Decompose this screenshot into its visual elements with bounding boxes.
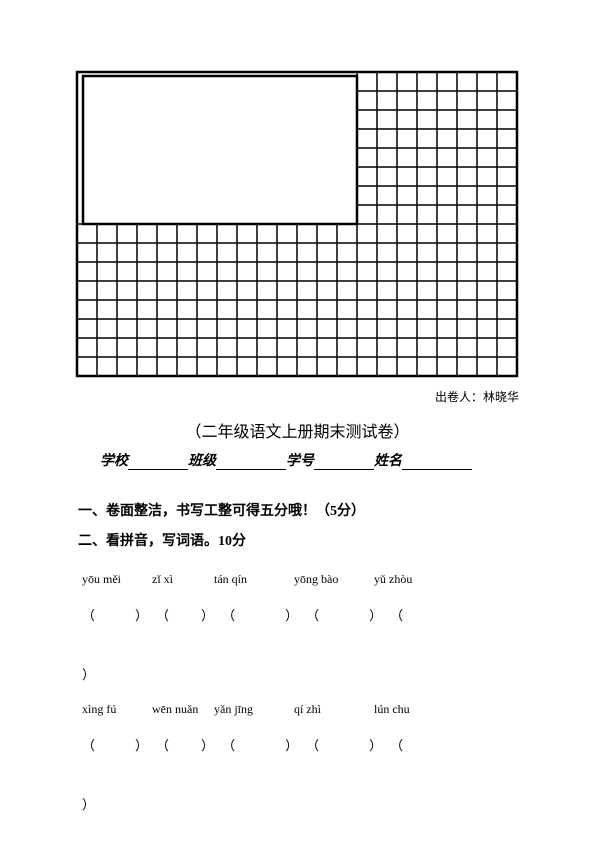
answer-blank[interactable]	[403, 735, 443, 754]
pinyin-item: zǐ xì	[152, 572, 214, 587]
paren-open: （	[222, 605, 235, 624]
pinyin-row-1: yōu měizǐ xìtán qínyōng bàoyǔ zhòu	[82, 572, 444, 587]
answer-blank[interactable]	[169, 605, 201, 624]
info-name-label: 姓名	[374, 450, 402, 470]
answer-blank[interactable]	[403, 605, 443, 624]
paren-close: ）	[369, 605, 382, 624]
paren-open: （	[306, 735, 319, 754]
underline-name[interactable]	[402, 454, 472, 470]
paren-row-2: （ ） （ ） （ ） （ ） （	[82, 735, 444, 754]
pinyin-item: wēn nuǎn	[152, 702, 214, 717]
paren-open: （	[390, 735, 403, 754]
answer-blank[interactable]	[95, 735, 135, 754]
pinyin-row-2: xìng fúwēn nuǎnyǎn jīngqí zhìlún chu	[82, 702, 444, 717]
pinyin-item: tán qín	[214, 572, 294, 587]
paren-close: ）	[135, 735, 148, 754]
info-id-label: 学号	[286, 450, 314, 470]
paren-row-1-cont: ）	[82, 664, 444, 683]
answer-grid	[75, 70, 520, 380]
answer-blank[interactable]	[235, 735, 285, 754]
pinyin-block-2: xìng fúwēn nuǎnyǎn jīngqí zhìlún chu （）（…	[82, 702, 444, 843]
paren-row-1: （ ） （ ） （ ） （ ） （	[82, 605, 444, 624]
pinyin-block-1: yōu měizǐ xìtán qínyōng bàoyǔ zhòu （）（）（…	[82, 572, 444, 713]
credit-line: 出卷人：林晓华	[435, 388, 519, 405]
info-class: 班级	[188, 450, 286, 470]
answer-blank[interactable]	[319, 605, 369, 624]
underline-class[interactable]	[216, 454, 286, 470]
page-title: （二年级语文上册期末测试卷）	[0, 418, 595, 442]
pinyin-item: qí zhì	[294, 702, 374, 717]
paren-open: （	[156, 735, 169, 754]
pinyin-item: yōu měi	[82, 572, 152, 587]
answer-blank[interactable]	[319, 735, 369, 754]
paren-close: ）	[201, 735, 214, 754]
answer-blank[interactable]	[235, 605, 285, 624]
info-class-label: 班级	[188, 450, 216, 470]
paren-row-2-cont: ）	[82, 794, 444, 813]
info-school: 学校	[100, 450, 188, 470]
pinyin-item: lún chu	[374, 702, 444, 717]
info-name: 姓名	[374, 450, 472, 470]
pinyin-item: yōng bào	[294, 572, 374, 587]
paren-close: ）	[135, 605, 148, 624]
info-id: 学号	[286, 450, 374, 470]
paren-open: （	[156, 605, 169, 624]
info-school-label: 学校	[100, 450, 128, 470]
paren-open: （	[306, 605, 319, 624]
credit-name: 林晓华	[483, 390, 519, 404]
underline-id[interactable]	[314, 454, 374, 470]
section-1-heading: 一、卷面整洁，书写工整可得五分哦！（5分）	[78, 502, 365, 522]
paren-close: ）	[285, 735, 298, 754]
paren-close: ）	[201, 605, 214, 624]
credit-label: 出卷人：	[435, 390, 483, 404]
pinyin-item: xìng fú	[82, 702, 152, 717]
answer-blank[interactable]	[95, 605, 135, 624]
paren-open: （	[82, 735, 95, 754]
paren-open: （	[390, 605, 403, 624]
section-2-heading: 二、看拼音，写词语。10分	[78, 532, 246, 552]
grid-svg	[75, 70, 519, 378]
pinyin-item: yǎn jīng	[214, 702, 294, 717]
paren-close: ）	[369, 735, 382, 754]
answer-blank[interactable]	[169, 735, 201, 754]
underline-school[interactable]	[128, 454, 188, 470]
student-info-row: 学校 班级 学号 姓名	[100, 450, 472, 470]
paren-open: （	[222, 735, 235, 754]
paren-open: （	[82, 605, 95, 624]
paren-close: ）	[285, 605, 298, 624]
pinyin-item: yǔ zhòu	[374, 572, 444, 587]
